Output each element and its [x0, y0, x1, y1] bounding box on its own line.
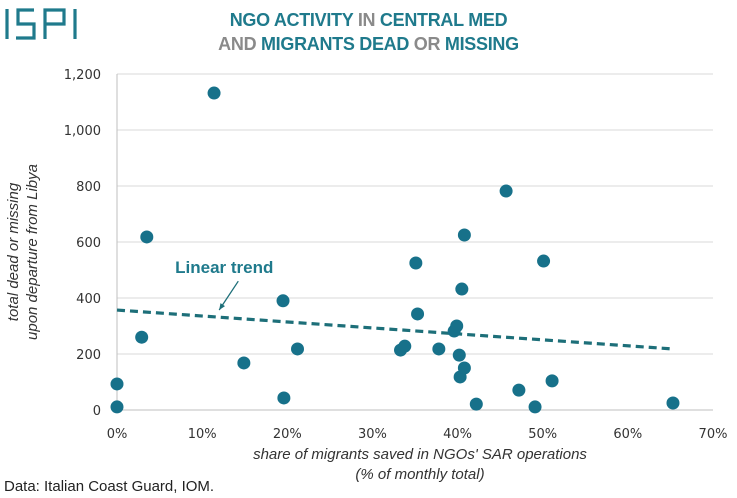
data-point [457, 361, 471, 375]
x-tick-label: 10% [188, 427, 217, 442]
annotation-group: Linear trend [175, 258, 273, 311]
x-axis-label-line-1: share of migrants saved in NGOs' SAR ope… [253, 446, 587, 463]
data-point [207, 86, 221, 100]
x-tick-label: 0% [107, 427, 128, 442]
data-point [457, 228, 471, 242]
x-tick-label: 70% [699, 427, 728, 442]
data-point [398, 339, 412, 353]
data-points [110, 86, 680, 414]
title-seg: MIGRANTS DEAD [260, 34, 414, 54]
chart-title-line-2: AND MIGRANTS DEAD OR MISSING [0, 33, 737, 55]
x-tick-label: 20% [273, 427, 302, 442]
x-tick-label: 40% [443, 427, 472, 442]
data-point [666, 396, 680, 410]
data-point [452, 348, 466, 362]
data-point [411, 307, 425, 321]
data-point [545, 374, 559, 388]
y-tick-label: 600 [76, 236, 101, 251]
data-point [528, 400, 542, 414]
data-source-footer: Data: Italian Coast Guard, IOM. [4, 478, 215, 495]
data-point [469, 397, 483, 411]
title-seg: NGO ACTIVITY [229, 10, 358, 30]
y-tick-label: 0 [93, 404, 101, 419]
data-point [110, 400, 124, 414]
ispi-logo [5, 8, 77, 40]
chart-title-line-1: NGO ACTIVITY IN CENTRAL MED [0, 9, 737, 31]
y-tick-label: 400 [76, 292, 101, 307]
data-point [512, 383, 526, 397]
trend-line [116, 308, 674, 351]
data-point [291, 342, 305, 356]
data-point [140, 230, 154, 244]
y-tick-label: 1,000 [64, 124, 101, 139]
x-tick-label: 50% [528, 427, 557, 442]
title-seg: IN [357, 10, 380, 30]
x-tick-labels: 0% 10% 20% 30% 40% 50% 60% 70% [107, 427, 728, 442]
x-tick-label: 30% [358, 427, 387, 442]
y-tick-label: 1,200 [64, 68, 101, 83]
y-tick-label: 200 [76, 348, 101, 363]
data-point [135, 330, 149, 344]
data-point [110, 377, 124, 391]
x-tick-label: 60% [613, 427, 642, 442]
annotation-arrowhead-icon [219, 303, 226, 310]
data-point [455, 282, 469, 296]
data-point [409, 256, 423, 270]
annotation-label: Linear trend [175, 258, 273, 277]
y-tick-labels: 0 200 400 600 800 1,000 1,200 [64, 68, 101, 419]
gridlines [116, 73, 713, 411]
data-point [277, 391, 291, 405]
title-seg: MISSING [444, 34, 519, 54]
data-point [237, 356, 251, 370]
title-seg: CENTRAL MED [379, 10, 508, 30]
data-point [276, 294, 290, 308]
title-seg: OR [413, 34, 445, 54]
trend-line-group [116, 308, 674, 351]
data-point [499, 184, 513, 198]
data-point [450, 319, 464, 333]
title-seg: AND [218, 34, 261, 54]
data-point [537, 254, 551, 268]
y-tick-label: 800 [76, 180, 101, 195]
x-axis-label-line-2: (% of monthly total) [355, 466, 485, 483]
data-point [432, 342, 446, 356]
